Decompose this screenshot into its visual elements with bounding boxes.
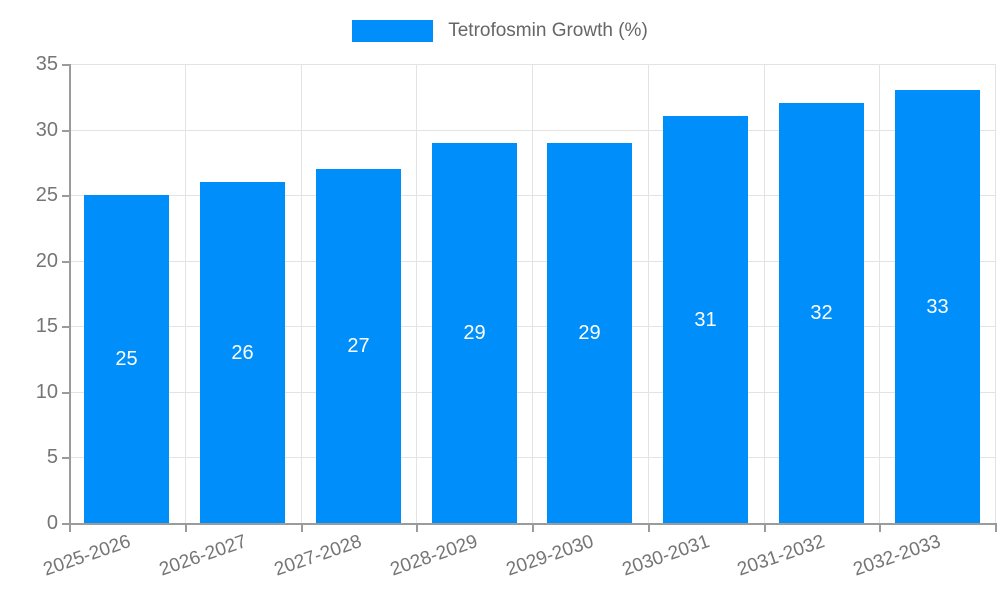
x-gridline [416,64,417,523]
bar-value-label: 27 [347,335,370,357]
bar[interactable] [779,103,864,523]
y-tick-mark [62,261,69,263]
x-tick-mark [995,523,997,532]
y-tick-label: 5 [46,446,58,468]
x-gridline [648,64,649,523]
y-tick-label: 20 [35,250,58,272]
y-tick-mark [62,130,69,132]
y-tick-mark [62,523,69,525]
bar[interactable] [432,143,517,523]
x-tick-mark [648,523,650,532]
x-tick-mark [185,523,187,532]
x-axis-line [69,523,997,525]
bar-value-label: 29 [463,322,486,344]
y-tick-mark [62,195,69,197]
x-tick-label: 2026-2027 [156,531,250,581]
x-tick-mark [69,523,71,532]
legend[interactable]: Tetrofosmin Growth (%) [0,20,1000,42]
y-tick-mark [62,64,69,66]
y-tick-label: 25 [35,184,58,206]
bar[interactable] [547,143,632,523]
x-tick-label: 2031-2032 [734,531,828,581]
bar-value-label: 29 [578,322,601,344]
bar-value-label: 26 [231,342,254,364]
x-tick-mark [879,523,881,532]
x-gridline [185,64,186,523]
y-tick-mark [62,392,69,394]
x-tick-label: 2025-2026 [40,531,134,581]
y-tick-mark [62,326,69,328]
y-tick-label: 0 [46,512,58,534]
bar-value-label: 31 [694,309,717,331]
x-tick-mark [764,523,766,532]
bar[interactable] [84,195,169,523]
x-tick-label: 2030-2031 [619,531,713,581]
y-tick-mark [62,457,69,459]
bar-value-label: 25 [115,348,138,370]
bar-value-label: 32 [810,302,833,324]
x-gridline [764,64,765,523]
x-gridline [532,64,533,523]
bar[interactable] [200,182,285,523]
x-tick-label: 2027-2028 [271,531,365,581]
legend-swatch [352,20,434,42]
x-tick-mark [416,523,418,532]
bar[interactable] [895,90,980,523]
x-tick-mark [532,523,534,532]
x-tick-label: 2028-2029 [387,531,481,581]
x-gridline [301,64,302,523]
y-tick-label: 35 [35,53,58,75]
x-tick-label: 2029-2030 [503,531,597,581]
y-axis-line [69,64,71,525]
bar[interactable] [663,116,748,523]
x-tick-mark [301,523,303,532]
y-tick-label: 15 [35,315,58,337]
legend-label: Tetrofosmin Growth (%) [448,20,648,41]
x-tick-label: 2032-2033 [850,531,944,581]
bar[interactable] [316,169,401,523]
y-tick-label: 30 [35,119,58,141]
x-gridline [879,64,880,523]
y-tick-label: 10 [35,381,58,403]
bar-value-label: 33 [926,296,949,318]
x-gridline [995,64,996,523]
